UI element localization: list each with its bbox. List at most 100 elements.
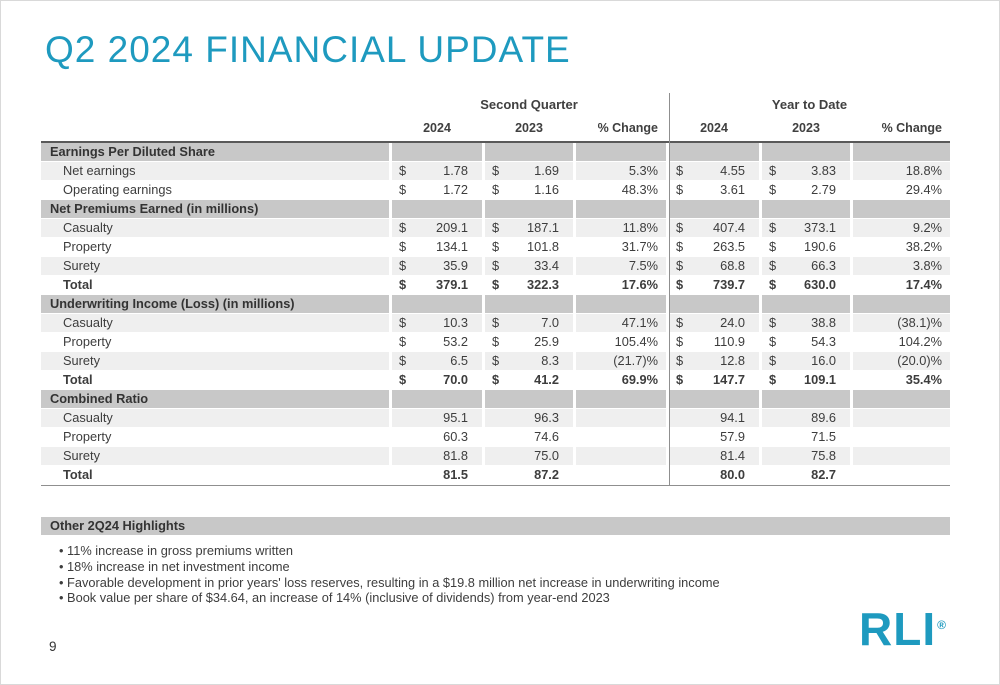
amount: 1.72: [443, 182, 468, 197]
money-cell: $10.3: [392, 314, 482, 332]
section-header-row: Combined Ratio: [41, 390, 950, 408]
section-title: Underwriting Income (Loss) (in millions): [41, 295, 389, 313]
currency-symbol: $: [399, 220, 407, 235]
table-row: Surety $6.5 $8.3 (21.7)% $12.8 $16.0 (20.0)%: [41, 352, 950, 370]
currency-symbol: $: [769, 334, 777, 349]
table-body: Earnings Per Diluted Share Net earnings $1…: [41, 141, 950, 486]
amount: 10.3: [443, 315, 468, 330]
row-label: Property: [63, 239, 112, 254]
amount: 263.5: [712, 239, 745, 254]
money-cell: $209.1: [392, 219, 482, 237]
value-cell: 35.4%: [905, 372, 942, 387]
section-cell: [576, 200, 666, 218]
amount: 38.8: [811, 315, 836, 330]
row-label: Property: [63, 429, 112, 444]
currency-symbol: $: [676, 182, 684, 197]
section-cell: [392, 295, 482, 313]
section-cell: [485, 390, 573, 408]
currency-symbol: $: [676, 334, 684, 349]
value-cell: 17.6%: [621, 277, 658, 292]
currency-symbol: $: [492, 182, 500, 197]
money-cell: $68.8: [669, 257, 759, 275]
money-cell: $1.72: [392, 181, 482, 199]
value-cell: 18.8%: [853, 162, 950, 180]
value-cell: 38.2%: [905, 239, 942, 254]
amount: 373.1: [803, 220, 836, 235]
highlights-header: Other 2Q24 Highlights: [41, 517, 950, 535]
row-label: Casualty: [41, 409, 389, 427]
amount: 2.79: [811, 182, 836, 197]
money-cell: $1.78: [392, 162, 482, 180]
table-row: Property $134.1 $101.8 31.7% $263.5 $190.6 38.…: [41, 238, 950, 256]
currency-symbol: $: [492, 258, 500, 273]
registered-trademark-icon: ®: [937, 617, 947, 632]
value-cell: 60.3: [443, 429, 468, 444]
spacer-cell: [41, 117, 389, 139]
value-cell: 94.1: [669, 409, 759, 427]
table-row: Property 60.3 74.6 57.9 71.5: [41, 428, 950, 446]
highlight-bullet: • Favorable development in prior years' …: [59, 574, 720, 590]
section-title: Earnings Per Diluted Share: [41, 143, 389, 161]
highlight-bullet: • Book value per share of $34.64, an inc…: [59, 590, 610, 606]
section-cell: [576, 390, 666, 408]
amount: 379.1: [435, 277, 468, 292]
money-cell: $379.1: [392, 276, 482, 294]
money-cell: $16.0: [762, 352, 850, 370]
value-cell: (20.0)%: [853, 352, 950, 370]
currency-symbol: $: [676, 372, 684, 387]
value-cell: 87.2: [534, 467, 559, 482]
row-label: Net earnings: [41, 162, 389, 180]
section-cell: [762, 200, 850, 218]
currency-symbol: $: [399, 258, 407, 273]
money-cell: $70.0: [392, 371, 482, 389]
currency-symbol: $: [769, 182, 777, 197]
amount: 54.3: [811, 334, 836, 349]
currency-symbol: $: [399, 334, 407, 349]
currency-symbol: $: [769, 163, 777, 178]
section-cell: [669, 200, 759, 218]
value-cell: 3.8%: [853, 257, 950, 275]
highlights-bullet-list: • 11% increase in gross premiums written…: [41, 543, 950, 606]
value-cell: [576, 428, 666, 446]
value-cell: [576, 447, 666, 465]
highlights-section: Other 2Q24 Highlights • 11% increase in …: [41, 517, 950, 606]
amount: 7.0: [541, 315, 559, 330]
money-cell: $147.7: [669, 371, 759, 389]
table-row: Casualty $209.1 $187.1 11.8% $407.4 $373.1 9.2…: [41, 219, 950, 237]
section-cell: [669, 295, 759, 313]
currency-symbol: $: [399, 182, 407, 197]
value-cell: 9.2%: [853, 219, 950, 237]
column-divider: [669, 93, 670, 486]
row-label: Surety: [41, 257, 389, 275]
rli-logo-text: RLI: [859, 603, 937, 655]
money-cell: $38.8: [762, 314, 850, 332]
currency-symbol: $: [769, 258, 777, 273]
money-cell: $33.4: [485, 257, 573, 275]
col-header-sq-pct-change: % Change: [597, 121, 658, 135]
row-label: Surety: [41, 447, 389, 465]
table-row: Casualty 95.1 96.3 94.1 89.6: [41, 409, 950, 427]
section-cell: [485, 200, 573, 218]
value-cell: 96.3: [485, 409, 573, 427]
currency-symbol: $: [676, 239, 684, 254]
money-cell: $630.0: [762, 276, 850, 294]
amount: 739.7: [712, 277, 745, 292]
section-cell: [853, 295, 950, 313]
table-row: Property $53.2 $25.9 105.4% $110.9 $54.3 104.2…: [41, 333, 950, 351]
value-cell: 81.5: [443, 467, 468, 482]
group-header-row: Second Quarter Year to Date: [41, 93, 950, 117]
currency-symbol: $: [676, 277, 684, 292]
money-cell: $54.3: [762, 333, 850, 351]
section-cell: [485, 295, 573, 313]
currency-symbol: $: [492, 315, 500, 330]
money-cell: $12.8: [669, 352, 759, 370]
currency-symbol: $: [492, 334, 500, 349]
amount: 190.6: [803, 239, 836, 254]
money-cell: $3.83: [762, 162, 850, 180]
value-cell: 71.5: [811, 429, 836, 444]
amount: 1.16: [534, 182, 559, 197]
currency-symbol: $: [399, 353, 407, 368]
table-row: Net earnings $1.78 $1.69 5.3% $4.55 $3.83 18.8…: [41, 162, 950, 180]
money-cell: $101.8: [485, 238, 573, 256]
amount: 12.8: [720, 353, 745, 368]
